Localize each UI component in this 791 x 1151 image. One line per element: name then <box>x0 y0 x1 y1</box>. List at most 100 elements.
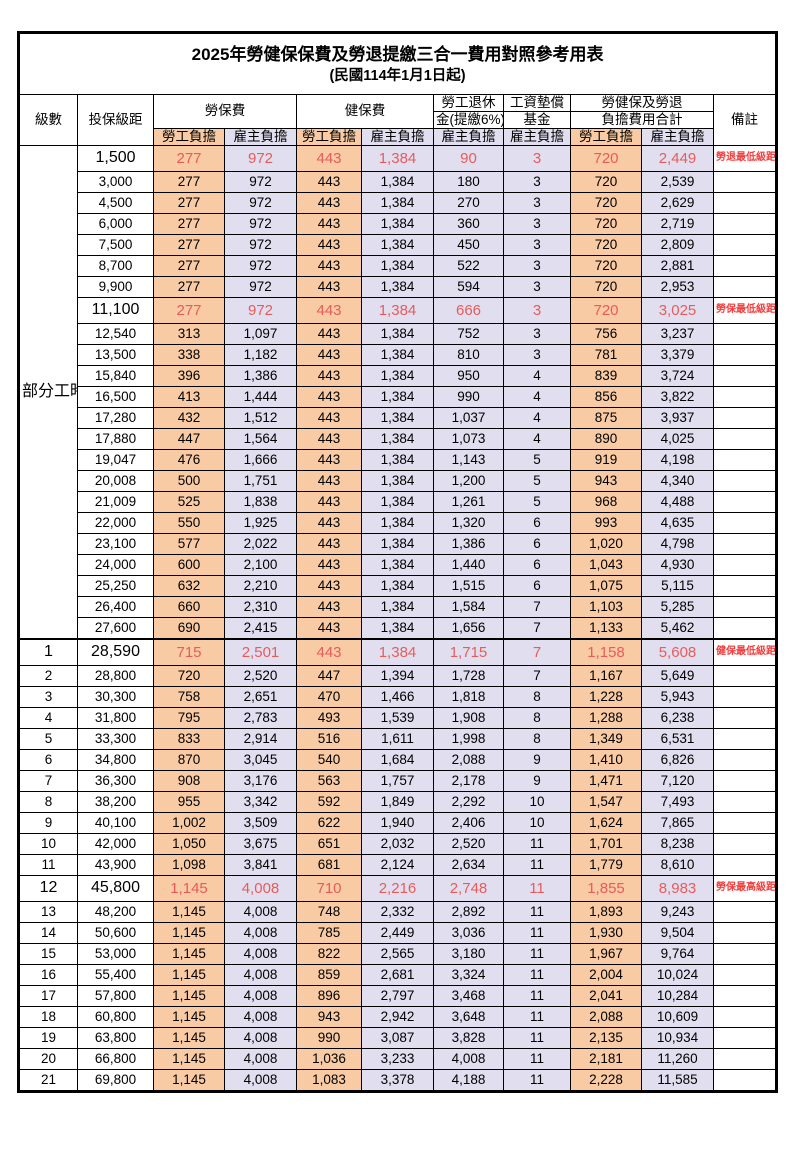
cell-total-employer: 4,798 <box>641 533 714 555</box>
cell-bracket: 17,880 <box>77 428 154 450</box>
cell-labor-employer: 3,509 <box>224 812 297 834</box>
cell-bracket: 7,500 <box>77 234 154 256</box>
cell-note <box>712 749 778 771</box>
cell-note <box>712 901 778 923</box>
cell-wage-fund-employer: 3 <box>503 213 571 235</box>
cell-bracket: 28,800 <box>77 665 154 687</box>
cell-wage-fund-employer: 6 <box>503 554 571 576</box>
cell-level: 1 <box>18 638 78 666</box>
table-row: 8 38,200 955 3,342 592 1,849 2,292 10 1,547 7,493 <box>18 791 778 813</box>
cell-health-employee: 443 <box>296 470 362 492</box>
cell-total-employer: 3,237 <box>641 323 714 345</box>
cell-pension-employer: 270 <box>433 192 504 214</box>
cell-labor-employee: 1,145 <box>153 1006 225 1028</box>
table-row: 12,540 313 1,097 443 1,384 752 3 756 3,237 <box>19 323 778 345</box>
cell-level: 18 <box>18 1006 78 1028</box>
cell-total-employer: 6,826 <box>641 749 714 771</box>
cell-wage-fund-employer: 8 <box>503 686 571 708</box>
cell-total-employee: 2,088 <box>570 1006 642 1028</box>
cell-labor-employee: 413 <box>153 386 225 408</box>
cell-labor-employee: 1,145 <box>153 1048 225 1070</box>
cell-note: 勞保最高級距 <box>712 875 778 902</box>
table-row: 7 36,300 908 3,176 563 1,757 2,178 9 1,471 7,120 <box>18 770 778 792</box>
table-row: 22,000 550 1,925 443 1,384 1,320 6 993 4,635 <box>19 512 778 534</box>
cell-labor-employer: 1,512 <box>224 407 297 429</box>
cell-total-employer: 2,539 <box>641 171 714 193</box>
header-labor-insurance: 勞保費 <box>153 94 297 129</box>
cell-pension-employer: 1,200 <box>433 470 504 492</box>
cell-wage-fund-employer: 3 <box>503 145 571 172</box>
cell-labor-employee: 600 <box>153 554 225 576</box>
cell-wage-fund-employer: 5 <box>503 470 571 492</box>
cell-health-employer: 2,942 <box>361 1006 434 1028</box>
cell-bracket: 31,800 <box>77 707 154 729</box>
cell-wage-fund-employer: 4 <box>503 428 571 450</box>
cell-bracket: 17,280 <box>77 407 154 429</box>
cell-note <box>712 276 778 298</box>
cell-labor-employee: 550 <box>153 512 225 534</box>
cell-labor-employee: 500 <box>153 470 225 492</box>
cell-total-employee: 720 <box>570 255 642 277</box>
cell-wage-fund-employer: 6 <box>503 575 571 597</box>
table-row: 15,840 396 1,386 443 1,384 950 4 839 3,724 <box>19 365 778 387</box>
cell-total-employer: 11,260 <box>641 1048 714 1070</box>
cell-labor-employer: 4,008 <box>224 1006 297 1028</box>
cell-note <box>712 365 778 387</box>
cell-pension-employer: 1,143 <box>433 449 504 471</box>
cell-bracket: 23,100 <box>77 533 154 555</box>
header-bracket: 投保級距 <box>77 94 154 146</box>
cell-labor-employer: 2,651 <box>224 686 297 708</box>
cell-note <box>712 964 778 986</box>
cell-labor-employee: 525 <box>153 491 225 513</box>
cell-note <box>712 554 778 576</box>
cell-note <box>712 665 778 687</box>
table-row: 3,000 277 972 443 1,384 180 3 720 2,539 <box>19 171 778 193</box>
cell-wage-fund-employer: 8 <box>503 707 571 729</box>
cell-health-employee: 443 <box>296 323 362 345</box>
cell-bracket: 63,800 <box>77 1027 154 1049</box>
cell-total-employee: 2,041 <box>570 985 642 1007</box>
cell-total-employee: 1,471 <box>570 770 642 792</box>
cell-note: 勞退最低級距 <box>712 145 778 172</box>
cell-wage-fund-employer: 3 <box>503 192 571 214</box>
cell-bracket: 28,590 <box>77 638 154 666</box>
cell-labor-employer: 3,045 <box>224 749 297 771</box>
cell-labor-employer: 4,008 <box>224 901 297 923</box>
cell-note <box>712 386 778 408</box>
cell-wage-fund-employer: 10 <box>503 812 571 834</box>
cell-note <box>712 344 778 366</box>
cell-level: 20 <box>18 1048 78 1070</box>
cell-total-employee: 1,893 <box>570 901 642 923</box>
cell-total-employee: 781 <box>570 344 642 366</box>
cell-health-employee: 443 <box>296 428 362 450</box>
cell-note <box>712 728 778 750</box>
cell-pension-employer: 3,648 <box>433 1006 504 1028</box>
cell-labor-employee: 1,145 <box>153 985 225 1007</box>
cell-note <box>712 596 778 618</box>
header-wage-fund-line2: 基金 <box>503 111 571 129</box>
cell-wage-fund-employer: 4 <box>503 386 571 408</box>
table-row: 23,100 577 2,022 443 1,384 1,386 6 1,020 4,798 <box>19 533 778 555</box>
cell-total-employee: 1,020 <box>570 533 642 555</box>
cell-total-employee: 993 <box>570 512 642 534</box>
cell-health-employee: 443 <box>296 512 362 534</box>
cell-labor-employee: 1,002 <box>153 812 225 834</box>
table-row: 3 30,300 758 2,651 470 1,466 1,818 8 1,228 5,943 <box>18 686 778 708</box>
cell-note <box>712 854 778 876</box>
cell-total-employee: 1,855 <box>570 875 642 902</box>
cell-wage-fund-employer: 3 <box>503 234 571 256</box>
cell-total-employer: 3,724 <box>641 365 714 387</box>
cell-wage-fund-employer: 11 <box>503 875 571 902</box>
cell-health-employer: 1,384 <box>361 297 434 324</box>
cell-health-employee: 470 <box>296 686 362 708</box>
cell-note <box>712 1069 778 1092</box>
cell-labor-employer: 4,008 <box>224 1048 297 1070</box>
table-row: 25,250 632 2,210 443 1,384 1,515 6 1,075 5,115 <box>19 575 778 597</box>
header-total-line1: 勞健保及勞退 <box>570 94 714 112</box>
cell-health-employer: 1,384 <box>361 428 434 450</box>
table-row: 13,500 338 1,182 443 1,384 810 3 781 3,379 <box>19 344 778 366</box>
premium-table: 2025年勞健保保費及勞退提繳三合一費用對照參考用表 (民國114年1月1日起)… <box>17 31 779 1093</box>
cell-bracket: 15,840 <box>77 365 154 387</box>
cell-health-employee: 443 <box>296 213 362 235</box>
cell-bracket: 53,000 <box>77 943 154 965</box>
